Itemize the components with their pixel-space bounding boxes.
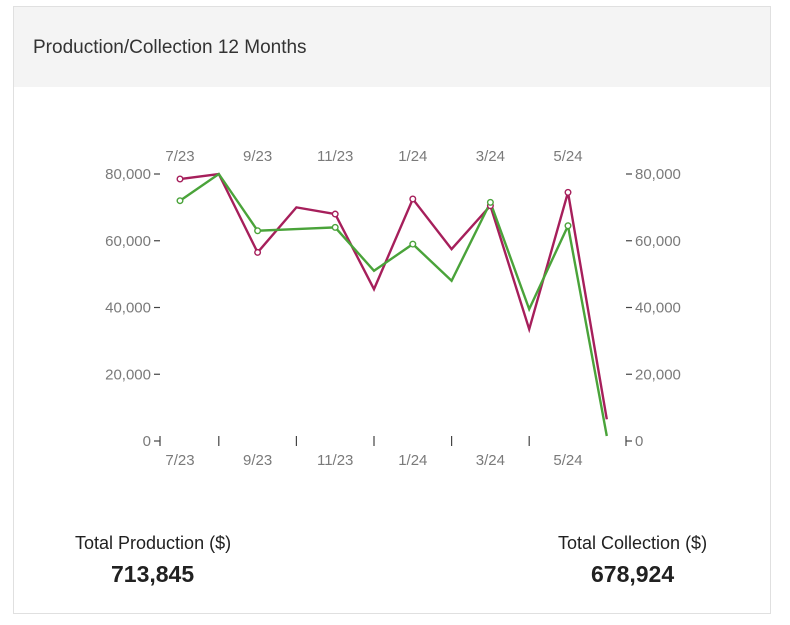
series-0-point <box>564 188 572 196</box>
series-0-point <box>176 175 184 183</box>
total-collection-value: 678,924 <box>591 561 675 587</box>
x-tick-label-bottom: 11/23 <box>317 452 353 469</box>
y-tick-label-left: 40,000 <box>105 300 151 317</box>
chart-lines <box>179 172 608 437</box>
y-tick-label-left: 80,000 <box>105 166 151 183</box>
x-tick-label-top: 11/23 <box>317 148 353 165</box>
series-0-point <box>254 248 262 256</box>
series-1-point <box>564 222 572 230</box>
x-tick-label-bottom: 1/24 <box>398 452 427 469</box>
series-1-point <box>409 240 417 248</box>
card-header: Production/Collection 12 Months <box>14 7 770 87</box>
series-0-line <box>179 172 608 420</box>
series-1-point <box>331 223 339 231</box>
x-tick-label-bottom: 7/23 <box>165 452 194 469</box>
series-1-line <box>179 172 608 437</box>
series-0-point <box>331 210 339 218</box>
total-production-label: Total Production ($) <box>75 533 232 553</box>
production-collection-card: Production/Collection 12 Months <box>13 6 771 614</box>
x-tick-label-bottom: 3/24 <box>476 452 505 469</box>
y-tick-label-right: 0 <box>635 433 643 450</box>
x-tick-label-top: 1/24 <box>398 148 427 165</box>
y-tick-label-left: 60,000 <box>105 233 151 250</box>
series-1-point <box>254 227 262 235</box>
x-tick-label-bottom: 5/24 <box>553 452 582 469</box>
x-tick-label-bottom: 9/23 <box>243 452 272 469</box>
y-tick-label-right: 80,000 <box>635 166 681 183</box>
series-1-point <box>176 197 184 205</box>
chart-markers <box>176 175 572 256</box>
y-tick-label-left: 0 <box>143 433 151 450</box>
chart-axes: 0 0 20,000 20,000 40,000 40,000 60,000 60,000 80… <box>105 148 681 469</box>
x-tick-label-top: 7/23 <box>165 148 194 165</box>
y-tick-label-right: 60,000 <box>635 233 681 250</box>
x-tick-label-top: 9/23 <box>243 148 272 165</box>
x-tick-label-top: 5/24 <box>553 148 582 165</box>
y-tick-label-left: 20,000 <box>105 366 151 383</box>
card-title: Production/Collection 12 Months <box>33 37 307 58</box>
x-tick-label-top: 3/24 <box>476 148 505 165</box>
y-tick-label-right: 40,000 <box>635 300 681 317</box>
y-tick-label-right: 20,000 <box>635 366 681 383</box>
series-1-point <box>486 198 494 206</box>
total-production-value: 713,845 <box>111 561 195 587</box>
series-0-point <box>409 195 417 203</box>
total-collection-label: Total Collection ($) <box>558 533 708 553</box>
